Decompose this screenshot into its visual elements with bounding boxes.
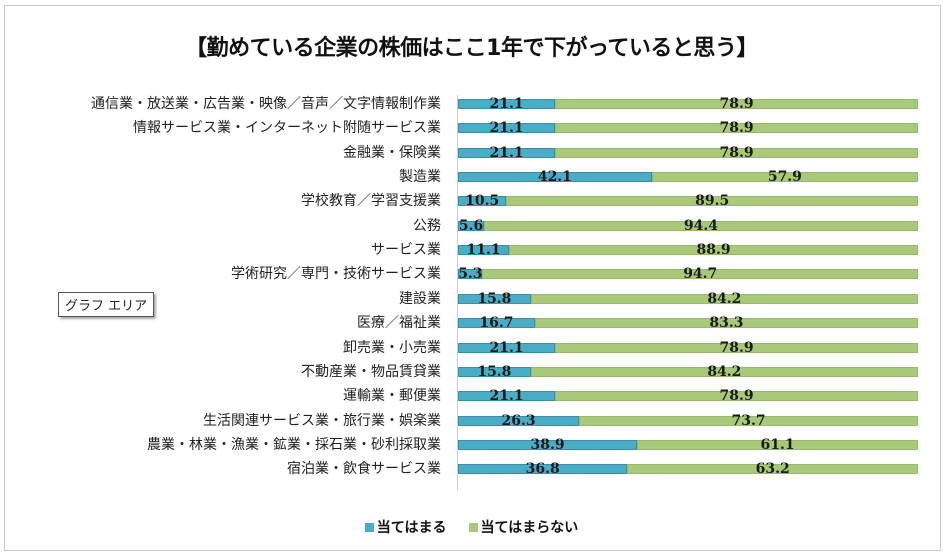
data-label-applies: 21.1	[489, 120, 524, 137]
category-label: 農業・林業・漁業・鉱業・採石業・砂利採取業	[147, 436, 441, 453]
legend-item-applies[interactable]: 当てはまる	[364, 517, 447, 537]
bar-applies[interactable]	[458, 220, 484, 231]
data-label-applies: 42.1	[537, 169, 572, 186]
data-label-not-applies: 94.4	[683, 217, 718, 234]
data-label-not-applies: 83.3	[709, 315, 744, 332]
data-label-not-applies: 89.5	[695, 193, 730, 210]
category-label: 卸売業・小売業	[343, 339, 441, 356]
bar-not-applies[interactable]	[506, 196, 918, 207]
bar-applies[interactable]	[458, 99, 556, 109]
data-label-applies: 38.9	[530, 436, 565, 453]
bar-applies[interactable]	[458, 415, 579, 426]
data-label-applies: 21.1	[489, 144, 524, 161]
bar-applies[interactable]	[458, 342, 556, 353]
data-label-applies: 5.3	[458, 266, 483, 283]
category-label: 医療／福祉業	[357, 315, 441, 332]
data-label-not-applies: 78.9	[719, 96, 754, 112]
data-label-not-applies: 78.9	[719, 120, 754, 137]
legend-item-not-applies[interactable]: 当てはまらない	[468, 517, 579, 537]
bar-applies[interactable]	[458, 196, 507, 207]
data-label-applies: 21.1	[489, 96, 524, 112]
legend[interactable]: 当てはまる 当てはまらない	[0, 517, 943, 537]
bar-not-applies[interactable]	[555, 147, 918, 158]
data-label-applies: 5.6	[458, 217, 484, 234]
data-label-not-applies: 78.9	[719, 144, 754, 161]
bar-not-applies[interactable]	[627, 464, 918, 475]
bar-not-applies[interactable]	[555, 391, 918, 402]
data-label-applies: 26.3	[501, 412, 536, 429]
category-label: 建設業	[399, 290, 441, 307]
bar-applies[interactable]	[458, 293, 531, 304]
data-label-not-applies: 94.7	[683, 266, 718, 283]
bar-applies[interactable]	[458, 366, 531, 377]
bar-not-applies[interactable]	[509, 245, 918, 256]
category-label: 製造業	[399, 169, 441, 186]
bar-applies[interactable]	[458, 172, 652, 183]
bar-applies[interactable]	[458, 391, 556, 402]
data-label-applies: 15.8	[477, 363, 512, 380]
data-label-not-applies: 84.2	[707, 363, 742, 380]
bar-applies[interactable]	[458, 147, 556, 158]
bar-applies[interactable]	[458, 464, 628, 475]
bar-not-applies[interactable]	[530, 293, 918, 304]
category-label: 不動産業・物品賃貸業	[301, 363, 441, 380]
data-label-not-applies: 78.9	[719, 388, 754, 405]
data-label-not-applies: 84.2	[707, 290, 742, 307]
chart-title: 【勤めている企業の株価はここ1年で下がっていると思う】	[185, 36, 758, 61]
data-label-not-applies: 73.7	[731, 412, 766, 429]
data-label-applies: 21.1	[489, 339, 524, 356]
bar-applies[interactable]	[458, 245, 510, 256]
category-label: 公務	[413, 217, 441, 234]
bar-applies[interactable]	[458, 318, 535, 329]
legend-label-not-applies: 当てはまらない	[480, 520, 579, 536]
legend-label-applies: 当てはまる	[376, 520, 447, 536]
category-label: 通信業・放送業・広告業・映像／音声／文字情報制作業	[91, 96, 441, 112]
category-label: 宿泊業・飲食サービス業	[287, 461, 441, 478]
data-label-not-applies: 61.1	[760, 436, 795, 453]
bar-applies[interactable]	[458, 123, 556, 134]
bar-not-applies[interactable]	[636, 439, 918, 450]
bar-not-applies[interactable]	[578, 415, 918, 426]
bar-applies[interactable]	[458, 439, 637, 450]
data-label-not-applies: 63.2	[755, 461, 790, 478]
data-label-not-applies: 57.9	[767, 169, 802, 186]
data-label-not-applies: 88.9	[696, 242, 731, 259]
bar-not-applies[interactable]	[482, 269, 918, 280]
data-label-not-applies: 78.9	[719, 339, 754, 356]
legend-swatch-applies	[364, 522, 374, 532]
data-label-applies: 10.5	[465, 193, 500, 210]
category-label: 学校教育／学習支援業	[301, 193, 441, 210]
legend-swatch-not-applies	[468, 522, 478, 532]
category-label: 情報サービス業・インターネット附随サービス業	[133, 120, 441, 137]
chart-area-tooltip: グラフ エリア	[58, 292, 155, 317]
bar-not-applies[interactable]	[530, 366, 918, 377]
bar-not-applies[interactable]	[555, 342, 918, 353]
data-label-applies: 21.1	[489, 388, 524, 405]
bar-not-applies[interactable]	[534, 318, 918, 329]
bar-applies[interactable]	[458, 269, 483, 280]
data-label-applies: 16.7	[479, 315, 514, 332]
category-label: サービス業	[371, 242, 441, 259]
data-label-applies: 11.1	[466, 242, 501, 259]
bar-not-applies[interactable]	[555, 123, 918, 134]
bar-not-applies[interactable]	[555, 99, 918, 109]
category-label: 生活関連サービス業・旅行業・娯楽業	[203, 412, 441, 429]
bar-not-applies[interactable]	[651, 172, 918, 183]
category-label: 学術研究／専門・技術サービス業	[231, 266, 441, 283]
category-label: 金融業・保険業	[343, 144, 441, 161]
category-label: 運輸業・郵便業	[343, 388, 441, 405]
category-axis-line	[457, 95, 458, 490]
bar-not-applies[interactable]	[483, 220, 918, 231]
data-label-applies: 15.8	[477, 290, 512, 307]
data-label-applies: 36.8	[525, 461, 560, 478]
